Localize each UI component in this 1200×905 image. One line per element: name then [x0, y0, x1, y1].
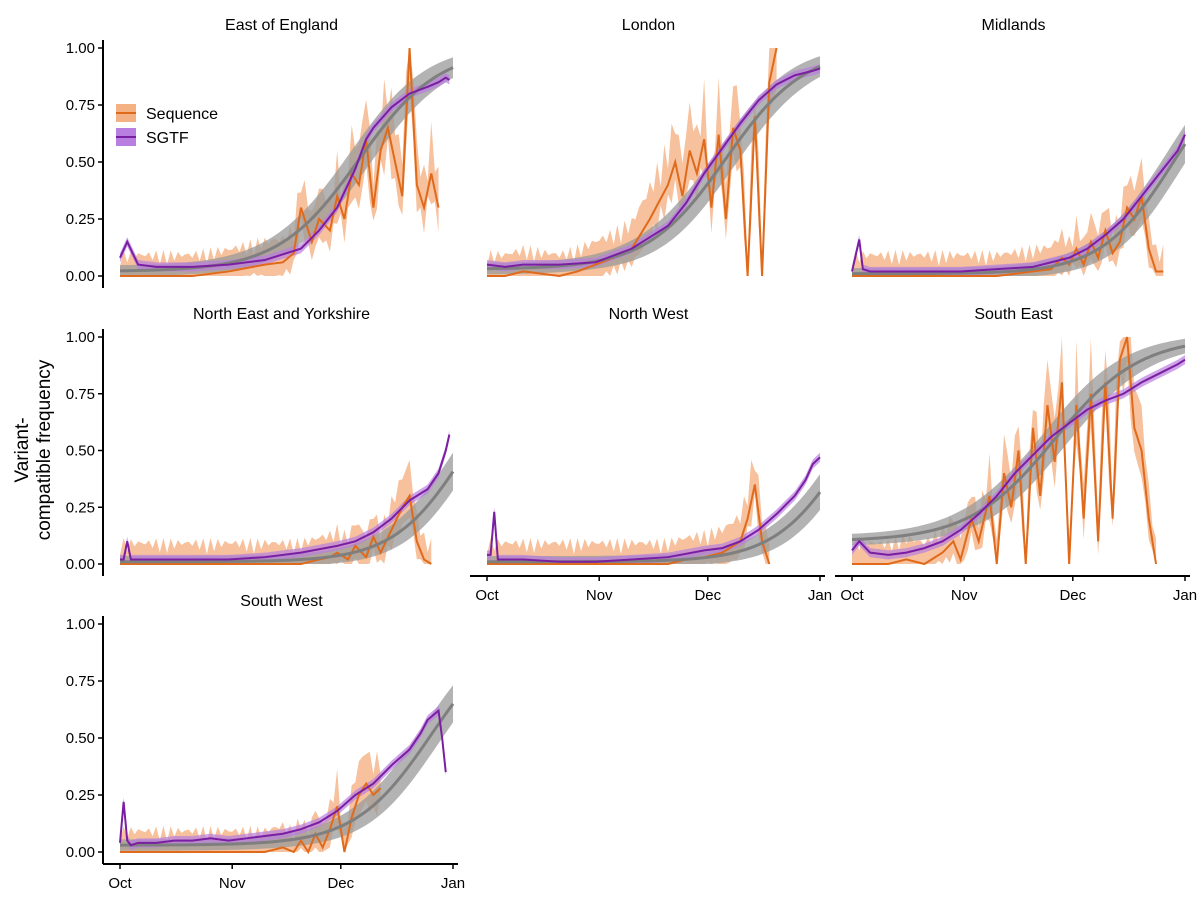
sequence-ci-band — [487, 48, 777, 276]
sequence-line — [487, 47, 778, 278]
y-axis-title-line: compatible frequency — [34, 359, 55, 540]
fit-ci-band — [120, 685, 453, 851]
x-tick-label: Jan — [441, 875, 465, 892]
sequence-line — [120, 47, 440, 277]
sgtf-line — [486, 67, 821, 268]
x-tick-label: Dec — [1059, 587, 1086, 604]
sgtf-line — [119, 76, 450, 268]
y-tick-label: 1.00 — [66, 616, 95, 633]
sequence-ci-band — [487, 459, 770, 564]
fit-line — [851, 143, 1187, 276]
fit-line — [119, 470, 455, 564]
x-tick-label: Nov — [951, 587, 978, 604]
sgtf-line — [120, 434, 451, 561]
y-tick-label: 0.50 — [66, 154, 95, 171]
fit-ci-band — [852, 338, 1185, 546]
legend-label-sgtf: SGTF — [146, 130, 189, 147]
x-tick-label: Nov — [586, 587, 613, 604]
y-tick-label: 0.75 — [66, 97, 95, 114]
x-tick-label: Jan — [808, 587, 832, 604]
y-tick-label: 0.00 — [66, 844, 95, 861]
panel-title: East of England — [225, 17, 338, 34]
y-tick-label: 0.50 — [66, 730, 95, 747]
y-tick-label: 0.00 — [66, 268, 95, 285]
sgtf-line — [851, 134, 1186, 273]
sgtf-line — [851, 358, 1186, 556]
sequence-line — [852, 195, 1164, 277]
x-tick-label: Dec — [694, 587, 721, 604]
fit-line — [486, 65, 821, 271]
panel-east-of-england: East of England 0.00 0.25 0.50 0.75 1.00 — [66, 17, 454, 288]
panel-south-west: South West 0.00 0.25 0.50 0.75 1.00 Oct Nov Dec J… — [66, 593, 465, 892]
fit-line — [851, 344, 1186, 542]
fit-line — [486, 491, 822, 564]
x-tick-label: Dec — [327, 875, 354, 892]
sgtf-ci-band — [852, 355, 1185, 560]
panel-south-east: South East Oct Nov Dec Jan — [835, 306, 1197, 604]
y-tick-label: 0.25 — [66, 499, 95, 516]
y-axis-title-line: Variant- — [12, 417, 33, 482]
panel-north-west: North West Oct Nov Dec Jan — [470, 306, 832, 604]
panel-title: North West — [609, 306, 689, 323]
sequence-line — [852, 336, 1158, 566]
x-tick-label: Oct — [108, 875, 132, 892]
y-tick-label: 0.50 — [66, 443, 95, 460]
x-tick-label: Oct — [840, 587, 864, 604]
sgtf-ci-band — [120, 706, 446, 850]
fit-ci-band — [120, 57, 453, 277]
y-tick-label: 1.00 — [66, 40, 95, 57]
y-tick-label: 1.00 — [66, 329, 95, 346]
y-tick-label: 0.75 — [66, 386, 95, 403]
legend: Sequence SGTF — [116, 104, 218, 147]
x-tick-label: Nov — [219, 875, 246, 892]
legend-label-sequence: Sequence — [146, 106, 218, 123]
y-tick-label: 0.25 — [66, 211, 95, 228]
panel-midlands: Midlands — [851, 17, 1187, 277]
y-axis-title: Variant-compatible frequency — [12, 359, 55, 540]
sequence-ci-band — [852, 337, 1157, 564]
panel-title: London — [622, 17, 675, 34]
panel-title: South East — [974, 306, 1053, 323]
fit-line — [119, 66, 454, 273]
sequence-ci-band — [120, 48, 439, 276]
sgtf-line — [119, 708, 447, 847]
sgtf-ci-band — [852, 130, 1185, 276]
x-tick-label: Jan — [1173, 587, 1197, 604]
y-tick-label: 0.25 — [66, 787, 95, 804]
panel-title: South West — [240, 593, 323, 610]
x-tick-label: Oct — [475, 587, 499, 604]
panel-title: Midlands — [981, 17, 1045, 34]
panel-north-east-and-yorkshire: North East and Yorkshire 0.00 0.25 0.50 0.75… — [66, 306, 455, 576]
panel-title: North East and Yorkshire — [193, 306, 370, 323]
sequence-ci-band — [852, 157, 1164, 276]
sgtf-line — [487, 456, 821, 563]
y-tick-label: 0.75 — [66, 673, 95, 690]
panel-london: London — [486, 17, 821, 278]
fit-line — [119, 703, 455, 847]
y-tick-label: 0.00 — [66, 556, 95, 573]
